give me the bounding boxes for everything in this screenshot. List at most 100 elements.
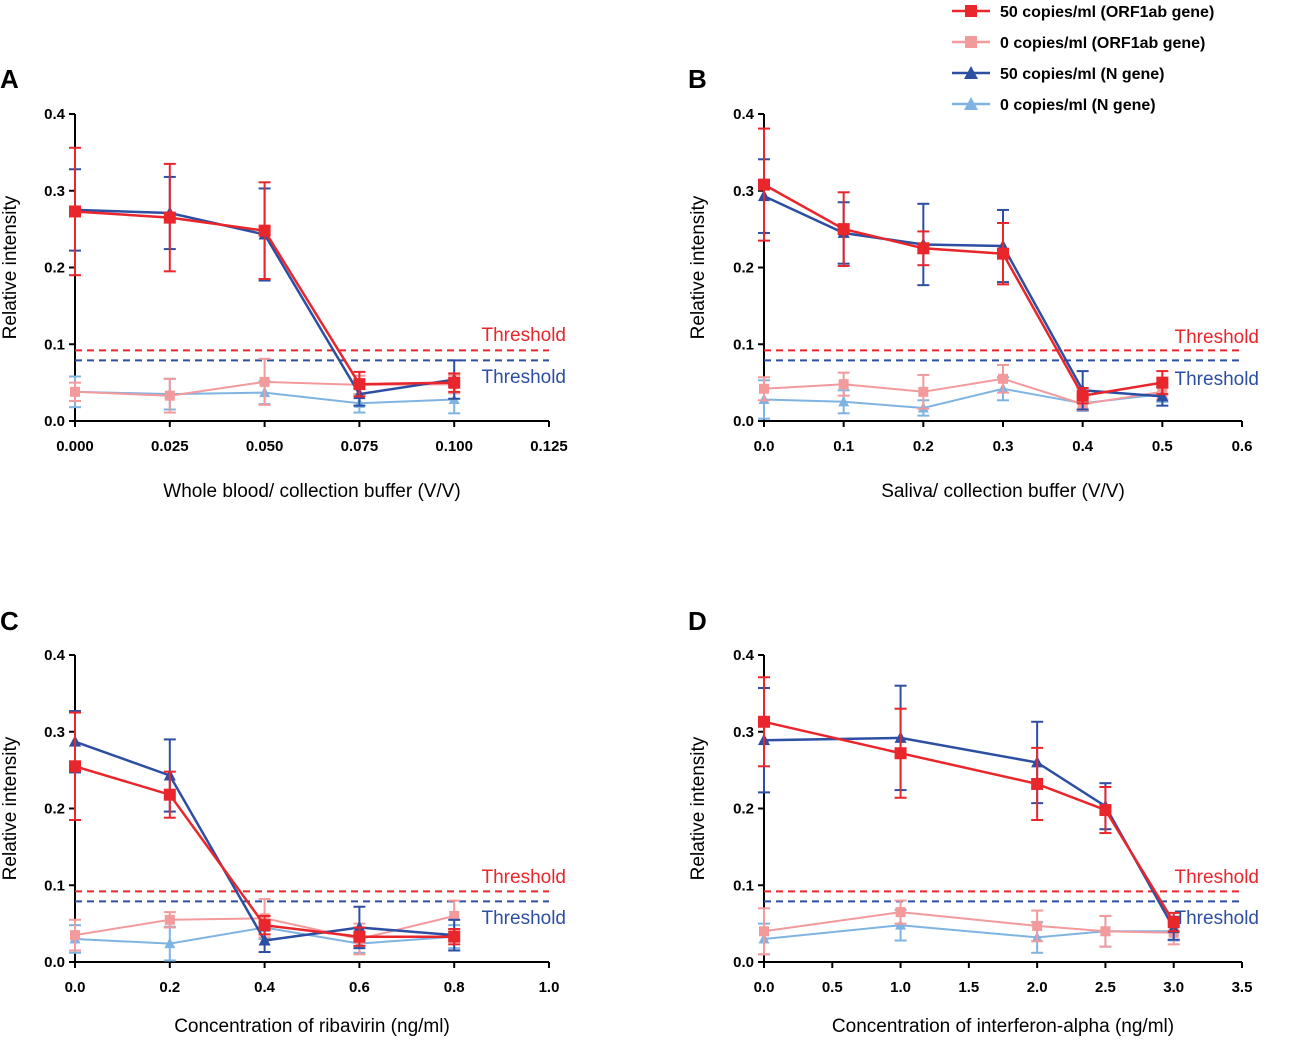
legend-label-orf1ab-50: 50 copies/ml (ORF1ab gene) xyxy=(1000,4,1214,21)
y-tick-label: 0.1 xyxy=(733,336,754,353)
x-tick-label: 1.0 xyxy=(539,979,560,996)
data-point xyxy=(838,379,849,390)
data-point xyxy=(837,223,850,236)
data-point xyxy=(758,715,770,728)
y-axis-title: Relative intensity xyxy=(0,736,21,880)
y-tick-label: 0.1 xyxy=(733,877,754,894)
series-orf1ab-0 xyxy=(69,357,461,414)
data-point xyxy=(69,205,81,218)
y-tick-label: 0.3 xyxy=(44,724,65,741)
y-tick-label: 0.2 xyxy=(733,801,754,818)
x-tick-label: 0.025 xyxy=(151,438,189,455)
x-tick-label: 0.4 xyxy=(254,979,276,996)
y-tick-label: 0.3 xyxy=(733,724,754,741)
x-tick-label: 2.5 xyxy=(1095,979,1116,996)
data-point xyxy=(448,376,461,389)
panel-letter: D xyxy=(688,606,707,636)
y-tick-label: 0.4 xyxy=(733,106,755,123)
x-tick-label: 0.5 xyxy=(1152,438,1173,455)
data-point xyxy=(1099,804,1112,817)
y-tick-label: 0.1 xyxy=(44,877,65,894)
legend-square-marker xyxy=(965,5,977,17)
data-point xyxy=(448,930,461,943)
data-point xyxy=(353,378,366,391)
series-n-0 xyxy=(758,376,1169,420)
data-point xyxy=(1031,777,1044,790)
series-orf1ab-0 xyxy=(758,899,1180,956)
chart-panel-a: A 0.0 0.1 0.2 0.3 0.4 0.000 0.025 0.050 0.075 0.10… xyxy=(0,64,568,502)
x-tick-label: 0.3 xyxy=(993,438,1014,455)
threshold-label-n: Threshold xyxy=(1175,369,1260,390)
data-point xyxy=(759,926,769,937)
data-point xyxy=(69,760,81,773)
x-tick-label: 0.050 xyxy=(246,438,284,455)
x-tick-label: 0.125 xyxy=(530,438,568,455)
data-point xyxy=(164,914,175,925)
legend-triangle-marker xyxy=(964,66,978,79)
legend-triangle-marker xyxy=(964,97,978,110)
legend-entry-n-50: 50 copies/ml (N gene) xyxy=(952,66,1165,83)
data-point xyxy=(258,919,271,932)
data-point xyxy=(838,395,850,407)
threshold-label-orf1ab: Threshold xyxy=(1175,327,1260,348)
x-tick-label: 0.2 xyxy=(159,979,180,996)
series-line xyxy=(763,377,1163,406)
series-n-50 xyxy=(757,158,1169,411)
y-tick-label: 0.2 xyxy=(44,801,65,818)
x-tick-label: 1.5 xyxy=(958,979,979,996)
x-tick-label: 0.100 xyxy=(435,438,473,455)
data-point xyxy=(449,910,460,921)
legend-label-n-0: 0 copies/ml (N gene) xyxy=(1000,97,1156,114)
data-point xyxy=(164,937,176,949)
threshold-label-n: Threshold xyxy=(482,908,567,929)
data-point xyxy=(1156,376,1169,389)
series-orf1ab-0 xyxy=(758,363,1169,412)
data-point xyxy=(1156,389,1169,402)
data-point xyxy=(259,376,270,387)
x-tick-label: 0.075 xyxy=(341,438,379,455)
series-line xyxy=(763,194,1163,398)
data-point xyxy=(917,242,930,255)
y-axis-title: Relative intensity xyxy=(688,195,709,339)
data-point xyxy=(759,383,769,394)
x-tick-label: 0.8 xyxy=(444,979,465,996)
y-tick-label: 0.0 xyxy=(44,954,65,971)
chart-panel-c: C 0.0 0.1 0.2 0.3 0.4 0.0 0.2 0.4 0.6 0.8 1.0 Concen… xyxy=(0,606,566,1037)
panel-letter: C xyxy=(0,606,19,636)
y-axis-title: Relative intensity xyxy=(0,195,21,339)
data-point xyxy=(1100,926,1111,937)
threshold-label-orf1ab: Threshold xyxy=(482,867,567,888)
x-tick-label: 3.0 xyxy=(1163,979,1184,996)
legend-entry-orf1ab-50: 50 copies/ml (ORF1ab gene) xyxy=(952,4,1214,21)
panel-letter: A xyxy=(0,64,19,94)
data-point xyxy=(70,386,80,397)
x-axis-title: Whole blood/ collection buffer (V/V) xyxy=(163,481,460,502)
data-point xyxy=(894,747,907,760)
y-tick-label: 0.2 xyxy=(44,260,65,277)
x-axis-title: Saliva/ collection buffer (V/V) xyxy=(881,481,1125,502)
series-line xyxy=(763,183,1163,398)
x-tick-label: 0.6 xyxy=(349,979,370,996)
data-point xyxy=(895,907,906,918)
legend-label-n-50: 50 copies/ml (N gene) xyxy=(1000,66,1165,83)
x-tick-label: 0.1 xyxy=(833,438,854,455)
legend-square-marker xyxy=(965,36,977,48)
x-tick-label: 1.0 xyxy=(890,979,911,996)
chart-panel-b: B 0.0 0.1 0.2 0.3 0.4 0.0 0.1 0.2 0.3 0.4 0.5 0.6 Sal… xyxy=(688,64,1259,502)
threshold-label-orf1ab: Threshold xyxy=(1175,867,1260,888)
x-tick-label: 0.6 xyxy=(1232,438,1253,455)
x-tick-label: 0.0 xyxy=(754,438,775,455)
threshold-label-n: Threshold xyxy=(482,367,567,388)
x-tick-label: 3.5 xyxy=(1232,979,1253,996)
data-point xyxy=(163,211,176,224)
data-point xyxy=(1032,920,1043,931)
data-point xyxy=(258,224,271,237)
data-point xyxy=(163,788,176,801)
x-tick-label: 0.5 xyxy=(822,979,843,996)
panels: A0.00.10.20.30.40.000 0.025 0.050 0.075 0.10… xyxy=(0,64,1259,1037)
data-point xyxy=(1167,916,1180,929)
y-tick-label: 0.0 xyxy=(733,413,754,430)
x-tick-label: 0.4 xyxy=(1072,438,1094,455)
data-point xyxy=(353,930,366,943)
